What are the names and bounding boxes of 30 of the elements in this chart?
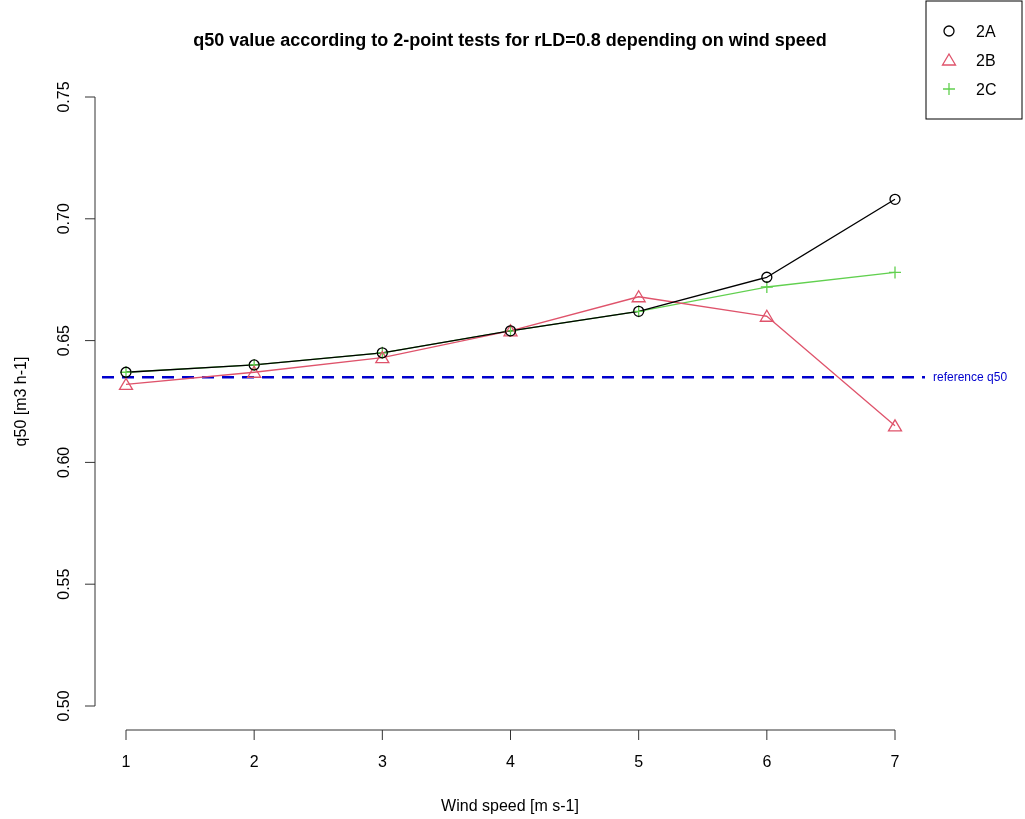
y-tick-label: 0.70 xyxy=(55,203,72,235)
x-tick-label: 2 xyxy=(249,753,259,770)
x-tick-label: 6 xyxy=(762,753,772,770)
point xyxy=(889,193,901,205)
y-axis-title: q50 [m3 h-1] xyxy=(12,356,29,447)
x-tick-label: 4 xyxy=(506,753,516,770)
point xyxy=(761,271,773,283)
x-tick-label: 7 xyxy=(890,753,900,770)
y-tick-label: 0.50 xyxy=(55,690,72,722)
point xyxy=(760,280,774,294)
legend-label: 2A xyxy=(976,23,996,40)
point xyxy=(118,377,134,391)
point xyxy=(887,419,903,432)
y-tick-label: 0.65 xyxy=(55,324,72,357)
chart-title: q50 value according to 2-point tests for rLD=0.8 depending on wind speed xyxy=(193,30,827,50)
x-axis-title: Wind speed [m s-1] xyxy=(441,797,579,814)
x-tick-label: 1 xyxy=(121,753,131,770)
ref-line-label: reference q50 xyxy=(933,370,1008,385)
legend-label: 2B xyxy=(976,52,996,69)
point xyxy=(888,265,902,280)
x-tick-label: 5 xyxy=(634,753,644,770)
point xyxy=(759,309,774,322)
y-tick-label: 0.60 xyxy=(55,446,72,478)
point xyxy=(375,351,390,364)
x-tick-label: 3 xyxy=(377,753,387,770)
point xyxy=(247,365,262,378)
y-tick-label: 0.75 xyxy=(55,81,72,113)
legend-label: 2C xyxy=(976,81,997,98)
y-tick-label: 0.55 xyxy=(55,568,72,600)
point xyxy=(631,290,646,303)
